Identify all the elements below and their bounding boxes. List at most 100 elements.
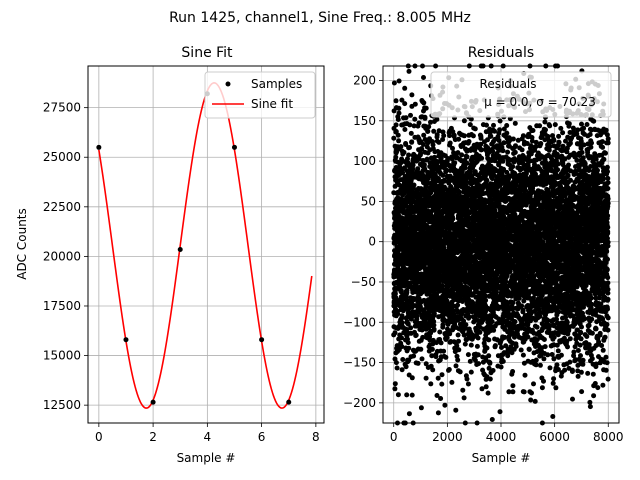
- sine-fit-xtick-label: 8: [312, 430, 320, 444]
- residuals-plot-area: [391, 63, 611, 426]
- residual-point: [455, 332, 461, 338]
- residual-point: [464, 376, 470, 382]
- residual-point: [484, 122, 489, 128]
- residual-point: [512, 149, 518, 155]
- residual-point: [412, 101, 418, 107]
- residual-point: [439, 372, 445, 378]
- residual-point: [414, 313, 420, 319]
- residual-point: [476, 361, 482, 367]
- residual-point: [431, 326, 437, 332]
- residual-point: [457, 369, 463, 375]
- sine-fit-legend-label: Sine fit: [251, 97, 293, 111]
- residual-point: [403, 115, 409, 121]
- residual-point: [419, 356, 425, 362]
- residual-point: [492, 128, 497, 134]
- residual-point: [439, 283, 445, 289]
- residual-point: [441, 133, 447, 139]
- residual-point: [399, 367, 405, 373]
- residual-point: [415, 166, 421, 172]
- residual-point: [484, 345, 490, 351]
- residual-point: [442, 402, 448, 408]
- residual-point: [393, 98, 399, 104]
- residual-point: [468, 342, 474, 348]
- residual-point: [455, 302, 461, 308]
- residual-point: [500, 358, 506, 364]
- residual-point: [395, 132, 401, 138]
- residual-point: [399, 313, 405, 319]
- sine-fit-ytick-label: 17500: [43, 299, 81, 313]
- residual-point: [409, 92, 415, 98]
- residual-point: [401, 149, 407, 155]
- residual-point: [410, 166, 416, 172]
- residual-point: [416, 156, 422, 162]
- residual-point: [441, 348, 447, 354]
- residual-point: [512, 120, 518, 126]
- residual-point: [411, 123, 417, 129]
- residual-point: [411, 182, 417, 188]
- residual-point: [393, 360, 399, 366]
- residual-point: [443, 354, 449, 360]
- residual-point: [504, 123, 510, 128]
- residual-point: [423, 361, 429, 367]
- residual-point: [403, 142, 409, 147]
- residual-point: [399, 344, 405, 349]
- residual-point: [421, 100, 427, 106]
- sine-fit-ytick-label: 25000: [43, 150, 81, 164]
- residual-point: [429, 346, 435, 352]
- sine-fit-panel: Sine Fit 0 2 4 6 812500150001750020000225002…: [15, 45, 325, 465]
- residual-point: [435, 375, 441, 381]
- residual-point: [421, 162, 427, 168]
- residual-point: [485, 390, 491, 396]
- residual-point: [462, 165, 468, 171]
- residual-point: [395, 117, 401, 122]
- residual-point: [487, 360, 493, 366]
- sine-fit-xtick-label: 6: [258, 430, 266, 444]
- sample-point: [96, 144, 102, 150]
- residual-point: [459, 152, 465, 158]
- residual-point: [427, 160, 433, 166]
- residual-point: [419, 327, 425, 333]
- sine-fit-xtick-label: 4: [204, 430, 212, 444]
- residual-point: [410, 162, 416, 168]
- residual-point: [483, 384, 489, 390]
- residual-point: [504, 130, 510, 136]
- residual-point: [395, 311, 401, 317]
- residual-point: [519, 147, 525, 153]
- residual-point: [456, 136, 462, 142]
- residual-point: [486, 353, 492, 359]
- residual-point: [393, 154, 399, 160]
- residual-point: [407, 145, 412, 150]
- residual-point: [488, 133, 494, 139]
- residual-point: [510, 389, 516, 395]
- residual-point: [396, 138, 402, 144]
- residual-point: [453, 407, 459, 413]
- sine-fit-xtick-label: 0: [95, 430, 103, 444]
- residual-point: [409, 375, 415, 381]
- sample-point: [286, 399, 292, 405]
- residual-point: [486, 337, 492, 343]
- residual-point: [429, 353, 435, 359]
- residual-point: [428, 119, 433, 125]
- sample-point: [231, 144, 237, 150]
- residual-point: [497, 118, 503, 124]
- residual-point: [503, 279, 509, 285]
- residual-point: [395, 392, 401, 398]
- sine-fit-ytick-label: 22500: [43, 200, 81, 214]
- residual-point: [396, 78, 402, 84]
- residual-point: [475, 352, 481, 358]
- sine-fit-legend-box: [204, 71, 316, 119]
- residual-point: [505, 149, 511, 155]
- residual-point: [512, 319, 518, 325]
- residual-point: [432, 154, 437, 160]
- residual-point: [453, 363, 459, 369]
- residual-point: [437, 329, 443, 335]
- residual-point: [393, 122, 399, 128]
- sample-point: [123, 337, 129, 343]
- residual-point: [510, 369, 516, 374]
- residual-point: [421, 75, 426, 80]
- residual-point: [430, 367, 436, 373]
- residual-point: [406, 345, 412, 351]
- samples-legend-label: Samples: [251, 77, 302, 91]
- residual-point: [431, 319, 437, 324]
